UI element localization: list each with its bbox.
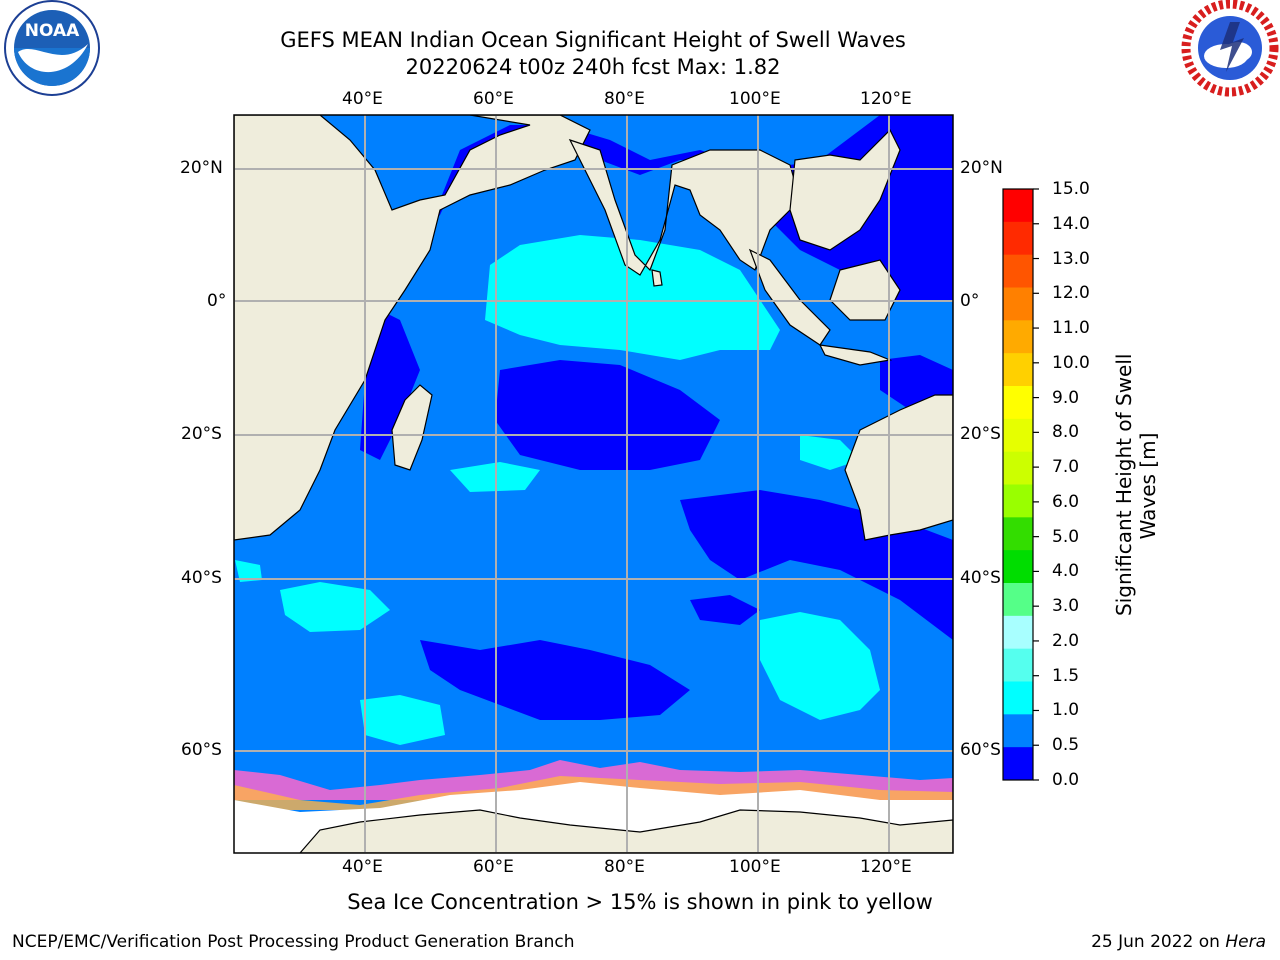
sea-ice-note: Sea Ice Concentration > 15% is shown in …	[347, 890, 933, 914]
colorbar-segment	[1003, 221, 1033, 256]
lon-label-bottom: 100°E	[729, 857, 781, 877]
swell-1.0-1.5-regions	[235, 142, 880, 745]
lon-label-top: 80°E	[604, 89, 645, 109]
colorbar-tick-label: 4.0	[1052, 561, 1080, 582]
colorbar-segment	[1003, 189, 1033, 223]
lat-label-right: 40°S	[960, 568, 1001, 588]
colorbar-title-line2: Waves [m]	[1136, 432, 1160, 540]
colorbar-segment	[1003, 615, 1033, 650]
colorbar-tick-label: 1.5	[1052, 665, 1080, 686]
colorbar-segment	[1003, 681, 1033, 715]
colorbar-segment	[1003, 517, 1033, 551]
colorbar-segment	[1003, 254, 1033, 288]
colorbar-tick-label: 13.0	[1052, 248, 1090, 269]
colorbar-tick-label: 9.0	[1052, 387, 1080, 408]
land-southeast-asia	[789, 128, 901, 251]
lon-label-top: 120°E	[860, 89, 912, 109]
lat-label-right: 20°N	[960, 158, 1003, 178]
lon-label-top: 100°E	[729, 89, 781, 109]
colorbar	[1003, 188, 1039, 781]
colorbar-tick-label: 10.0	[1052, 352, 1090, 373]
colorbar-segment	[1003, 287, 1033, 321]
noaa-logo-text: NOAA	[25, 21, 80, 41]
colorbar-segment	[1003, 418, 1033, 453]
colorbar-tick-label: 0.5	[1052, 735, 1080, 756]
lat-label-left: 20°S	[181, 424, 222, 444]
lon-label-bottom: 40°E	[342, 857, 383, 877]
noaa-logo: NOAA	[4, 0, 100, 96]
colorbar-tick-label: 1.0	[1052, 700, 1080, 721]
colorbar-segment	[1003, 648, 1033, 682]
footer-date: 25 Jun 2022 on Hera	[1091, 932, 1266, 952]
colorbar-segment	[1003, 386, 1033, 420]
land-java	[818, 344, 893, 366]
lon-label-bottom: 120°E	[860, 857, 912, 877]
colorbar-segment	[1003, 451, 1033, 485]
colorbar-tick-label: 5.0	[1052, 526, 1080, 547]
chart-subtitle: 20220624 t00z 240h fcst Max: 1.82	[405, 55, 781, 79]
land-australia	[844, 394, 953, 541]
chart-title: GEFS MEAN Indian Ocean Significant Heigh…	[280, 28, 906, 52]
colorbar-segment	[1003, 320, 1033, 354]
national-weather-service-logo	[1181, 0, 1279, 97]
colorbar-border	[1002, 188, 1034, 781]
colorbar-title: Significant Height of Swell Waves [m]	[1112, 353, 1160, 616]
lon-label-top: 40°E	[342, 89, 383, 109]
footer-host: Hera	[1225, 932, 1266, 952]
colorbar-segment	[1003, 550, 1033, 584]
footer-date-text: 25 Jun 2022 on	[1091, 932, 1226, 952]
lon-label-top: 60°E	[473, 89, 514, 109]
colorbar-tick-label: 2.0	[1052, 630, 1080, 651]
lat-label-right: 20°S	[960, 424, 1001, 444]
colorbar-segment	[1003, 747, 1033, 781]
colorbar-tick-label: 12.0	[1052, 283, 1090, 304]
colorbar-tick-label: 0.0	[1052, 770, 1080, 790]
colorbar-tick-label: 11.0	[1052, 318, 1090, 339]
colorbar-tick-label: 8.0	[1052, 422, 1080, 443]
lat-label-right: 0°	[960, 291, 980, 311]
colorbar-title-line1: Significant Height of Swell	[1112, 353, 1136, 616]
graticule	[234, 115, 953, 853]
lat-label-left: 0°	[207, 291, 227, 311]
land-sri-lanka	[651, 269, 663, 287]
colorbar-tick-label: 15.0	[1052, 179, 1090, 199]
colorbar-tick-label: 7.0	[1052, 457, 1080, 478]
colorbar-tick-label: 3.0	[1052, 596, 1080, 617]
lon-label-bottom: 60°E	[473, 857, 514, 877]
lat-label-left: 40°S	[181, 568, 222, 588]
colorbar-segment	[1003, 353, 1033, 387]
lon-label-bottom: 80°E	[604, 857, 645, 877]
land-africa-arabia	[234, 115, 591, 541]
footer-credit: NCEP/EMC/Verification Post Processing Pr…	[12, 932, 575, 952]
colorbar-segment	[1003, 714, 1033, 748]
colorbar-tick-label: 14.0	[1052, 213, 1090, 234]
colorbar-segment	[1003, 484, 1033, 518]
lat-label-right: 60°S	[960, 740, 1001, 760]
colorbar-segment	[1003, 583, 1033, 617]
lat-label-left: 60°S	[181, 740, 222, 760]
colorbar-tick-label: 6.0	[1052, 491, 1080, 512]
map-border	[233, 114, 954, 854]
lat-label-left: 20°N	[180, 158, 223, 178]
land-sumatra	[748, 248, 831, 346]
